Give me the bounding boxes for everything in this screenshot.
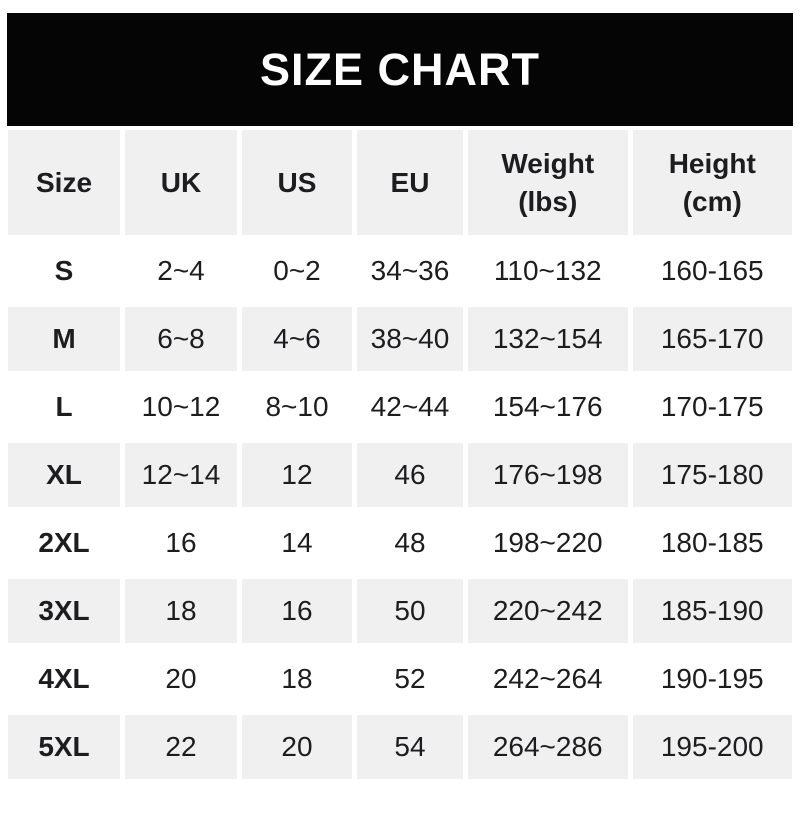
cell-m-height: 165-170 bbox=[632, 307, 792, 371]
cell-m-size: M bbox=[8, 307, 120, 371]
cell-s-eu: 34~36 bbox=[370, 255, 450, 286]
size-chart-table: Size UK US EU Weight (lbs) Height (cm) S 2~4 0~… bbox=[3, 126, 797, 783]
cell-xl-uk: 12~14 bbox=[125, 443, 237, 507]
table-header-row: Size UK US EU Weight (lbs) Height (cm) bbox=[8, 130, 792, 235]
cell-l-uk: 10~12 bbox=[141, 391, 221, 422]
cell-l-weight: 154~176 bbox=[492, 391, 603, 422]
table-row-3xl: 3XL 18 16 50 220~242 185-190 bbox=[8, 579, 792, 643]
cell-s-us: 0~2 bbox=[273, 255, 321, 286]
cell-xl-eu: 46 bbox=[357, 443, 463, 507]
cell-5xl-us: 20 bbox=[242, 715, 352, 779]
column-header-uk: UK bbox=[125, 130, 237, 235]
cell-5xl-uk: 22 bbox=[125, 715, 237, 779]
cell-xl-us: 12 bbox=[242, 443, 352, 507]
cell-3xl-height: 185-190 bbox=[632, 579, 792, 643]
cell-2xl-eu: 48 bbox=[394, 527, 426, 558]
cell-4xl-size: 4XL bbox=[38, 663, 90, 694]
cell-s-weight: 110~132 bbox=[493, 255, 602, 286]
cell-xl-height: 175-180 bbox=[632, 443, 792, 507]
cell-4xl-us: 18 bbox=[281, 663, 313, 694]
cell-m-us: 4~6 bbox=[242, 307, 352, 371]
cell-2xl-weight: 198~220 bbox=[492, 527, 603, 558]
cell-2xl-height: 180-185 bbox=[660, 527, 764, 558]
column-header-eu: EU bbox=[357, 130, 463, 235]
cell-3xl-weight: 220~242 bbox=[468, 579, 628, 643]
cell-xl-size: XL bbox=[8, 443, 120, 507]
cell-s-uk: 2~4 bbox=[157, 255, 205, 286]
cell-5xl-weight: 264~286 bbox=[468, 715, 628, 779]
cell-5xl-eu: 54 bbox=[357, 715, 463, 779]
cell-s-height: 160-165 bbox=[660, 255, 764, 286]
size-chart-banner: SIZE CHART bbox=[7, 13, 793, 126]
cell-3xl-eu: 50 bbox=[357, 579, 463, 643]
cell-l-eu: 42~44 bbox=[370, 391, 450, 422]
table-row-4xl: 4XL 20 18 52 242~264 190-195 bbox=[8, 647, 792, 711]
cell-3xl-us: 16 bbox=[242, 579, 352, 643]
cell-xl-weight: 176~198 bbox=[468, 443, 628, 507]
cell-4xl-uk: 20 bbox=[165, 663, 197, 694]
table-row-5xl: 5XL 22 20 54 264~286 195-200 bbox=[8, 715, 792, 779]
cell-l-size: L bbox=[55, 391, 73, 422]
column-header-weight: Weight (lbs) bbox=[468, 130, 628, 235]
column-header-height: Height (cm) bbox=[632, 130, 792, 235]
cell-2xl-us: 14 bbox=[281, 527, 313, 558]
cell-m-eu: 38~40 bbox=[357, 307, 463, 371]
cell-l-height: 170-175 bbox=[660, 391, 764, 422]
table-row-2xl: 2XL 16 14 48 198~220 180-185 bbox=[8, 511, 792, 575]
table-row-xl: XL 12~14 12 46 176~198 175-180 bbox=[8, 443, 792, 507]
cell-4xl-eu: 52 bbox=[394, 663, 426, 694]
column-header-us: US bbox=[242, 130, 352, 235]
table-row-m: M 6~8 4~6 38~40 132~154 165-170 bbox=[8, 307, 792, 371]
table-header: Size UK US EU Weight (lbs) Height (cm) bbox=[8, 130, 792, 235]
cell-m-uk: 6~8 bbox=[125, 307, 237, 371]
page-title: SIZE CHART bbox=[260, 43, 540, 95]
cell-2xl-uk: 16 bbox=[165, 527, 197, 558]
table-row-l: L 10~12 8~10 42~44 154~176 170-175 bbox=[8, 375, 792, 439]
cell-4xl-height: 190-195 bbox=[660, 663, 764, 694]
table-body: S 2~4 0~2 34~36 110~132 160-165 M 6~8 4~6 38~40 13… bbox=[8, 239, 792, 779]
cell-3xl-uk: 18 bbox=[125, 579, 237, 643]
cell-4xl-weight: 242~264 bbox=[492, 663, 603, 694]
cell-l-us: 8~10 bbox=[265, 391, 329, 422]
cell-3xl-size: 3XL bbox=[8, 579, 120, 643]
cell-5xl-size: 5XL bbox=[8, 715, 120, 779]
cell-s-size: S bbox=[54, 255, 74, 286]
cell-2xl-size: 2XL bbox=[38, 527, 90, 558]
column-header-size: Size bbox=[8, 130, 120, 235]
cell-5xl-height: 195-200 bbox=[632, 715, 792, 779]
table-row-s: S 2~4 0~2 34~36 110~132 160-165 bbox=[8, 239, 792, 303]
cell-m-weight: 132~154 bbox=[468, 307, 628, 371]
